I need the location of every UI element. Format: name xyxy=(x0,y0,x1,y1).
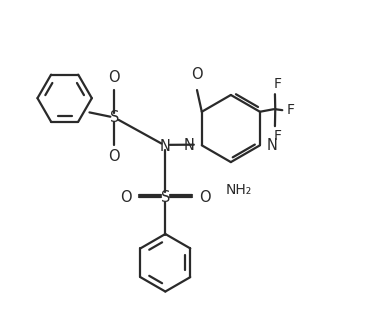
Text: N: N xyxy=(267,138,278,153)
Text: N: N xyxy=(160,139,171,154)
Text: O: O xyxy=(199,190,211,205)
Text: NH₂: NH₂ xyxy=(226,183,252,197)
Text: F: F xyxy=(273,129,281,143)
Text: S: S xyxy=(109,110,119,125)
Text: O: O xyxy=(109,149,120,164)
Text: O: O xyxy=(109,70,120,85)
Text: O: O xyxy=(120,190,132,205)
Text: N: N xyxy=(184,138,195,153)
Text: S: S xyxy=(161,190,170,205)
Text: O: O xyxy=(191,67,203,82)
Text: F: F xyxy=(273,77,281,91)
Text: F: F xyxy=(287,103,295,117)
